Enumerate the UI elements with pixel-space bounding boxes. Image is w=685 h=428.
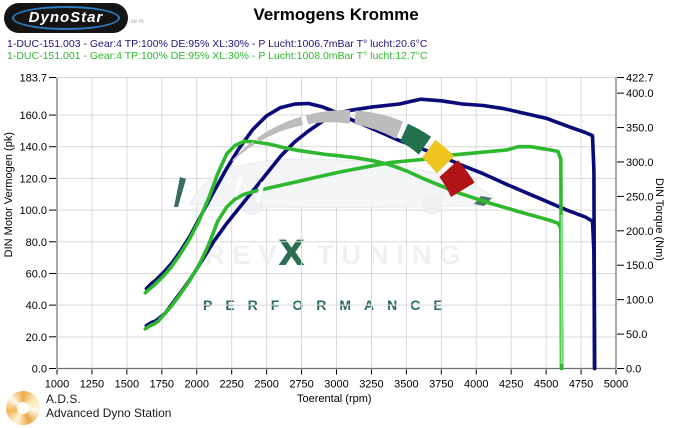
left-tick-label: 160.0	[19, 110, 47, 122]
x-tick-label: 1000	[45, 379, 69, 391]
dynostar-logo-ellipse	[12, 6, 120, 30]
x-tick-label: 1500	[115, 379, 139, 391]
left-tick-label: 40.0	[26, 300, 47, 312]
car-watermark	[189, 158, 496, 208]
dynostar-logo: DynoStar	[4, 3, 128, 33]
x-tick-label: 3000	[324, 379, 348, 391]
watermark-rev-text: REV	[205, 240, 285, 270]
car-wheel-watermark	[421, 193, 443, 215]
x-tick-label: 1250	[80, 379, 104, 391]
x-tick-label: 3750	[429, 379, 453, 391]
left-tick-label: 100.0	[19, 205, 47, 217]
gauge-arc-segment-grey	[232, 141, 255, 161]
left-tick-label: 80.0	[26, 237, 47, 249]
gauge-arc-segment-yellow	[422, 139, 455, 174]
right-tick-label: 300.0	[626, 157, 654, 169]
x-tick-label: 2000	[185, 379, 209, 391]
right-tick-label: 422.7	[626, 73, 654, 85]
curve-break-slash	[255, 182, 265, 203]
right-tick-label: 400.0	[626, 88, 654, 100]
x-tick-label: 3250	[359, 379, 383, 391]
curve-torque-run-001	[143, 139, 564, 371]
gauge-arc-segment-grey	[354, 110, 404, 139]
ads-swirl-logo	[6, 391, 40, 425]
right-tick-label: 0.0	[626, 364, 641, 376]
x-tick-label: 3500	[394, 379, 418, 391]
ads-swirl-logo-center	[17, 402, 29, 414]
left-tick-label: 120.0	[19, 173, 47, 185]
x-tick-label: 4500	[534, 379, 558, 391]
right-tick-label: 250.0	[626, 191, 654, 203]
gauge-arc-segment-grey	[305, 110, 351, 125]
right-tick-label: 200.0	[626, 226, 654, 238]
curve-power-run-001	[143, 144, 564, 371]
right-tick-label: 50.0	[626, 329, 647, 341]
left-tick-label: 20.0	[26, 332, 47, 344]
x-axis-title: Toerental (rpm)	[297, 393, 372, 405]
left-tick-label: 140.0	[19, 142, 47, 154]
left-tick-label: 60.0	[26, 268, 47, 280]
gauge-arc-segment-green	[400, 123, 432, 155]
x-tick-label: 4250	[499, 379, 523, 391]
x-tick-label: 5000	[604, 379, 628, 391]
watermark-tuning-text: TUNING	[317, 240, 469, 270]
ads-abbreviation: A.D.S.	[46, 392, 81, 406]
right-tick-label: 100.0	[626, 295, 654, 307]
right-axis-title: DIN Torque (Nm)	[653, 178, 665, 261]
x-tick-label: 4000	[464, 379, 488, 391]
logo-fineprint: .se m	[129, 19, 144, 25]
curve-break-slash	[233, 176, 243, 197]
x-tick-label: 2500	[254, 379, 278, 391]
left-tick-label: 183.7	[19, 73, 47, 85]
page-title: Vermogens Kromme	[253, 5, 419, 24]
run-info-line-2: 1-DUC-151.001 - Gear:4 TP:100% DE:95% XL…	[7, 50, 428, 62]
ads-full-name: Advanced Dyno Station	[46, 406, 172, 420]
x-tick-label: 2750	[289, 379, 313, 391]
left-tick-label: 0.0	[32, 364, 47, 376]
watermark-green-blade	[174, 177, 186, 207]
left-axis-title: DIN Motor Vermogen (pk)	[3, 132, 15, 258]
gauge-arc-segment-red	[439, 160, 475, 197]
gauge-arc-segment-grey	[256, 116, 304, 142]
right-tick-label: 350.0	[626, 123, 654, 135]
watermark-x-logo: X	[278, 234, 305, 274]
x-tick-label: 4750	[569, 379, 593, 391]
x-tick-label: 1750	[150, 379, 174, 391]
run-info-line-1: 1-DUC-151.003 - Gear:4 TP:100% DE:95% XL…	[7, 38, 428, 50]
dynostar-logo-text: DynoStar	[28, 9, 104, 26]
x-tick-label: 2250	[219, 379, 243, 391]
right-tick-label: 150.0	[626, 260, 654, 272]
